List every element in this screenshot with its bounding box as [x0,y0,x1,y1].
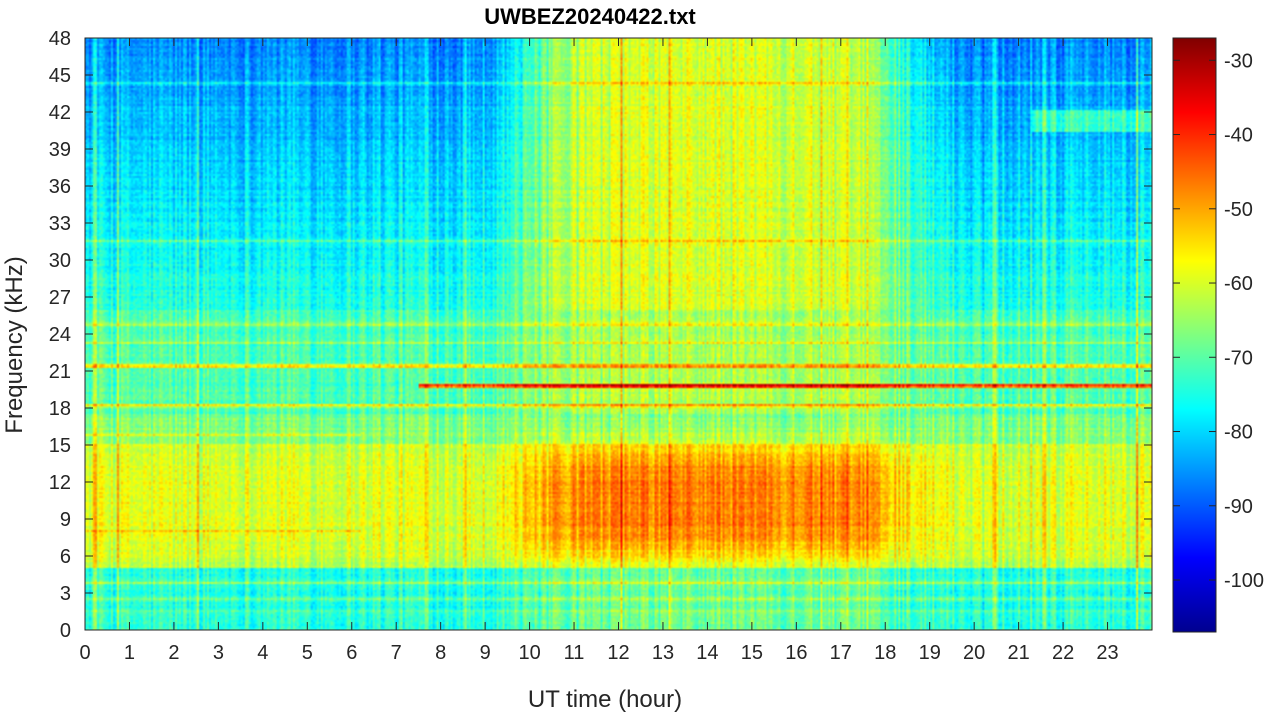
colorbar-tick-label: -100 [1224,570,1264,592]
colorbar-tick-label: -60 [1224,273,1253,295]
x-tick-label: 20 [963,642,985,664]
y-tick-label: 48 [49,28,71,50]
x-tick-label: 3 [213,642,224,664]
colorbar-tick-label: -80 [1224,422,1253,444]
y-tick-label: 30 [49,250,71,272]
y-tick-label: 27 [49,287,71,309]
x-tick-label: 5 [302,642,313,664]
y-tick-label: 12 [49,472,71,494]
x-tick-label: 12 [607,642,629,664]
x-tick-label: 11 [564,642,585,664]
y-tick-label: 18 [49,398,71,420]
y-tick-label: 3 [60,583,71,605]
x-tick-label: 1 [124,642,135,664]
y-tick-label: 21 [49,361,71,383]
y-tick-label: 9 [60,509,71,531]
x-tick-label: 10 [518,642,540,664]
x-tick-label: 4 [257,642,268,664]
x-tick-label: 16 [785,642,807,664]
x-tick-label: 17 [830,642,852,664]
x-axis-label: UT time (hour) [528,686,682,713]
colorbar-tick-label: -50 [1224,199,1253,221]
colorbar-ticks: -30 -40 -50 -60 -70 -80 -90 -100 [1173,50,1264,592]
colorbar-gradient [1173,38,1216,632]
x-tick-label: 7 [391,642,402,664]
chart-title: UWBEZ20240422.txt [484,4,696,29]
y-tick-label: 33 [49,213,71,235]
x-tick-label: 8 [435,642,446,664]
y-tick-label: 42 [49,102,71,124]
y-tick-label: 45 [49,65,71,87]
colorbar-tick-label: -70 [1224,347,1253,369]
x-tick-label: 21 [1008,642,1030,664]
y-tick-label: 39 [49,139,71,161]
y-tick-label: 6 [60,546,71,568]
colorbar: -30 -40 -50 -60 -70 -80 -90 -100 [1172,37,1264,633]
x-tick-label: 13 [652,642,674,664]
y-tick-label: 15 [49,435,71,457]
spectrogram-heatmap [85,38,1152,630]
x-tick-label: 23 [1096,642,1118,664]
y-axis-label: Frequency (kHz) [1,256,28,433]
x-tick-label: 19 [919,642,941,664]
x-tick-label: 18 [874,642,896,664]
y-tick-label: 24 [49,324,71,346]
y-tick-label: 0 [60,620,71,642]
colorbar-frame [1172,37,1217,633]
x-tick-label: 9 [480,642,491,664]
x-tick-label: 22 [1052,642,1074,664]
colorbar-tick-label: -30 [1224,50,1253,72]
x-tick-label: 2 [168,642,179,664]
x-tick-label: 15 [741,642,763,664]
y-tick-label: 36 [49,176,71,198]
x-tick-label: 0 [79,642,90,664]
colorbar-tick-label: -90 [1224,496,1253,518]
x-axis: 0 1 2 3 4 5 6 7 8 9 10 11 12 13 14 15 16 17 18 19 20 21 22 23 [79,38,1119,664]
x-tick-label: 14 [696,642,718,664]
colorbar-tick-label: -40 [1224,125,1253,147]
x-tick-label: 6 [346,642,357,664]
